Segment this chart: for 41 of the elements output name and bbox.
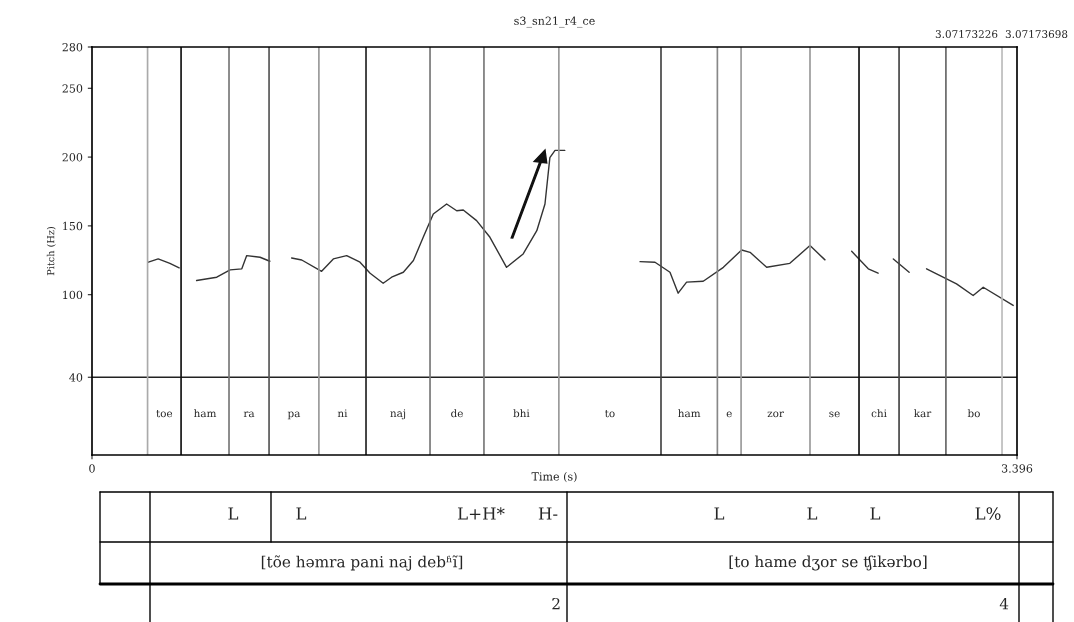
annotation: ni (337, 409, 348, 418)
x-tick-label: 3.396 (1001, 464, 1033, 473)
text: L+H* (457, 507, 505, 520)
text: H- (538, 507, 558, 520)
text: L (714, 507, 725, 520)
annotation: bo (967, 409, 980, 418)
annotation: bhi (513, 409, 530, 418)
y-tick-label: 40 (69, 373, 83, 382)
annotation: naj (390, 409, 406, 420)
x-tick-label: 0 (89, 464, 95, 473)
annotation: toe (156, 409, 173, 418)
text: [tõe həmra pani naj debʱĩ] (261, 555, 463, 571)
y-tick-label: 280 (62, 42, 83, 52)
x-axis-title: Time (s) (531, 472, 577, 483)
annotation: e (726, 411, 732, 418)
annotation: de (451, 409, 463, 418)
annotation: ra (243, 411, 255, 418)
y-tick-label: 150 (63, 221, 83, 231)
y-tick-label: 200 (62, 153, 83, 162)
text: L (870, 507, 881, 520)
chart-title: s3_sn21_r4_ce (514, 16, 595, 28)
text: 3.07173698 (1005, 30, 1068, 38)
annotation: pa (287, 411, 301, 420)
y-tick-label: 250 (62, 84, 83, 93)
annotation: chi (871, 409, 887, 418)
text: [to hame dʒor se ʧikərbo] (729, 555, 927, 571)
text: 4 (999, 597, 1009, 610)
y-axis-title: Pitch (Hz) (46, 227, 56, 276)
annotation: kar (914, 409, 932, 418)
annotation: ham (678, 409, 701, 418)
annotation: zor (767, 411, 784, 418)
text: L (807, 507, 818, 520)
annotation: se (829, 411, 840, 418)
text: L% (975, 507, 1001, 520)
text: 3.07173226 (935, 30, 998, 38)
text: L (228, 507, 239, 520)
text: 2 (552, 597, 560, 610)
y-tick-label: 100 (63, 290, 83, 300)
annotation: ham (194, 409, 217, 418)
annotation: to (605, 409, 615, 418)
text: L (296, 507, 307, 520)
